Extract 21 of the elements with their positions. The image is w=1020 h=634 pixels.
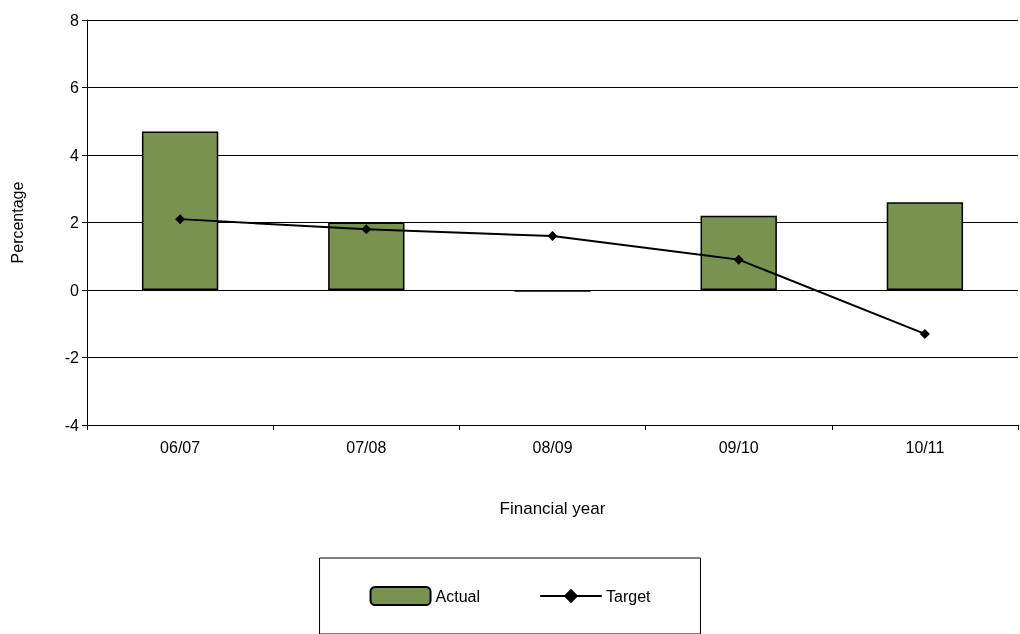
x-tick-label: 07/08 xyxy=(346,438,387,456)
y-tick-label: 8 xyxy=(70,11,80,29)
y-tick-label: 2 xyxy=(70,214,80,231)
y-tick-label: 6 xyxy=(70,79,80,96)
legend-label: Actual xyxy=(435,587,480,605)
x-tick-label: 10/11 xyxy=(905,438,945,456)
y-tick-label: -2 xyxy=(64,349,80,366)
y-tick-label: 4 xyxy=(70,146,80,164)
y-tick-label: -4 xyxy=(64,416,80,434)
x-tick-label: 08/09 xyxy=(532,438,573,456)
y-tick-label: 0 xyxy=(70,281,80,299)
y-axis-title: Percentage xyxy=(8,181,26,264)
point xyxy=(175,214,186,225)
x-axis-title: Financial year xyxy=(499,499,606,518)
point xyxy=(547,231,558,241)
point xyxy=(361,224,372,235)
point xyxy=(919,328,930,339)
x-tick-label: 06/07 xyxy=(160,438,201,456)
point xyxy=(733,254,744,265)
legend-label: Target xyxy=(606,587,652,605)
x-tick-label: 09/10 xyxy=(718,438,759,456)
